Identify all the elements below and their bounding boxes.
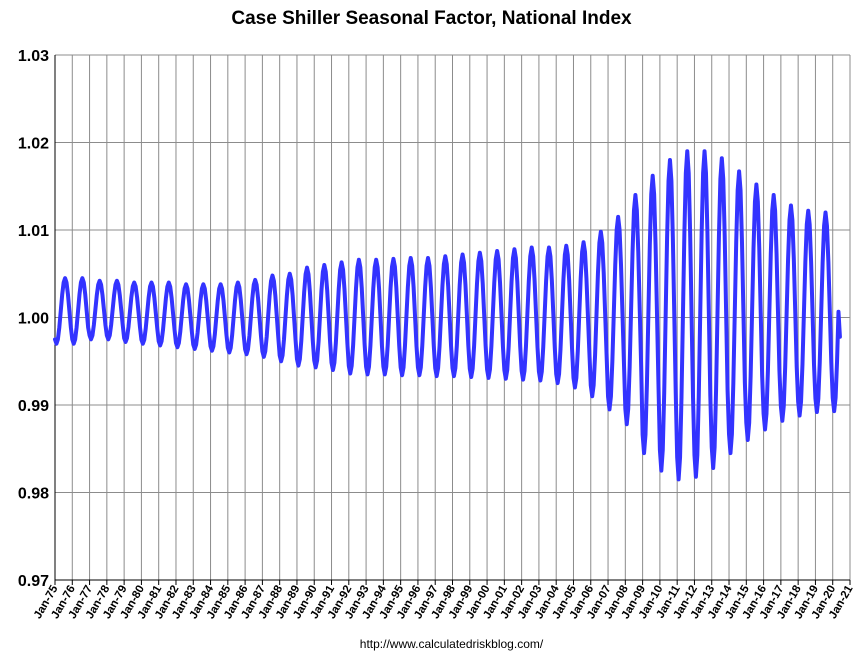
- y-tick-label: 0.98: [18, 486, 49, 503]
- y-tick-label: 1.02: [18, 136, 49, 153]
- y-tick-label: 0.97: [18, 573, 49, 590]
- y-tick-label: 1.03: [18, 48, 49, 65]
- y-tick-label: 0.99: [18, 398, 49, 415]
- x-tick-labels: Jan-75Jan-76Jan-77Jan-78Jan-79Jan-80Jan-…: [32, 583, 856, 621]
- gridlines: [54, 54, 851, 581]
- seasonal-factor-line: [53, 149, 842, 482]
- y-tick-labels: 0.97 0.98 0.99 1.00 1.01 1.02 1.03: [18, 48, 49, 590]
- y-tick-label: 1.00: [18, 311, 49, 328]
- series-layer: [53, 149, 842, 482]
- source-url: http://www.calculatedriskblog.com/: [359, 637, 544, 651]
- chart-title: Case Shiller Seasonal Factor, National I…: [231, 8, 632, 29]
- axes: [54, 55, 851, 585]
- y-tick-label: 1.01: [18, 223, 49, 240]
